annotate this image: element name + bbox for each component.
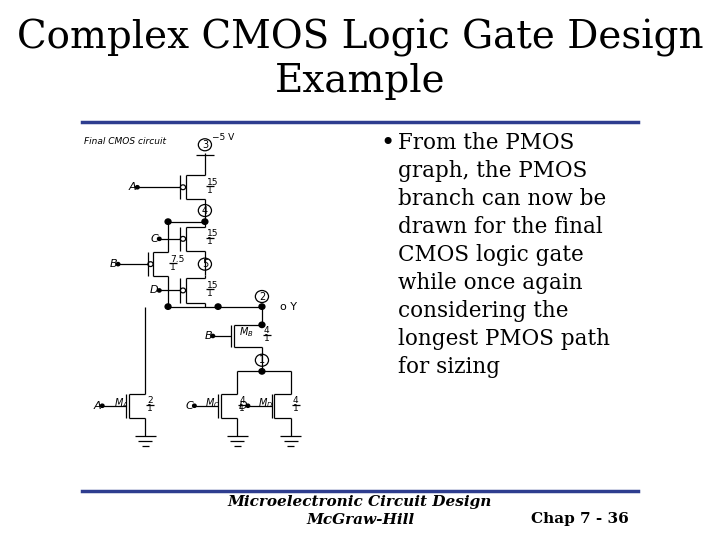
Circle shape: [259, 304, 265, 309]
Circle shape: [246, 404, 250, 407]
Text: Microelectronic Circuit Design
McGraw-Hill: Microelectronic Circuit Design McGraw-Hi…: [228, 495, 492, 526]
Text: 1: 1: [207, 238, 212, 246]
Circle shape: [202, 219, 208, 224]
Text: o Y: o Y: [280, 302, 297, 312]
Text: 5: 5: [202, 259, 208, 269]
Text: $M_A$: $M_A$: [114, 396, 128, 410]
Text: 1: 1: [170, 262, 176, 272]
Circle shape: [158, 289, 161, 292]
Text: 1: 1: [239, 404, 245, 413]
Text: C: C: [186, 401, 194, 411]
Text: 15: 15: [207, 281, 218, 290]
Circle shape: [135, 186, 139, 189]
Text: B: B: [204, 331, 212, 341]
Text: 4: 4: [239, 396, 245, 405]
Text: 1: 1: [259, 355, 265, 365]
Text: A: A: [94, 401, 102, 411]
Text: Final CMOS circuit: Final CMOS circuit: [84, 137, 166, 146]
Text: A: A: [129, 183, 137, 192]
Circle shape: [211, 334, 215, 338]
Circle shape: [259, 322, 265, 328]
Circle shape: [193, 404, 196, 407]
Text: Complex CMOS Logic Gate Design
Example: Complex CMOS Logic Gate Design Example: [17, 19, 703, 100]
Text: B: B: [109, 259, 117, 269]
Text: 15: 15: [207, 178, 218, 187]
Text: $M_D$: $M_D$: [258, 396, 274, 410]
Text: Chap 7 - 36: Chap 7 - 36: [531, 512, 629, 526]
Text: D: D: [238, 401, 247, 411]
Circle shape: [215, 304, 221, 309]
Text: C: C: [150, 234, 158, 244]
Text: 1: 1: [264, 334, 269, 343]
Text: 2: 2: [258, 292, 265, 301]
Text: 3: 3: [202, 140, 208, 150]
Circle shape: [165, 304, 171, 309]
Circle shape: [116, 262, 120, 266]
Text: 1: 1: [292, 404, 298, 413]
Circle shape: [101, 404, 104, 407]
Text: 1: 1: [207, 289, 212, 298]
Text: 1: 1: [147, 404, 153, 413]
Text: 1: 1: [207, 186, 212, 195]
Text: 15: 15: [207, 230, 218, 238]
Text: •: •: [381, 132, 395, 156]
Text: −5 V: −5 V: [212, 133, 234, 141]
Circle shape: [158, 237, 161, 240]
Text: D: D: [150, 286, 158, 295]
Circle shape: [165, 219, 171, 224]
Text: 4: 4: [292, 396, 298, 405]
Text: 2: 2: [147, 396, 153, 405]
Text: 7.5: 7.5: [170, 254, 184, 264]
Text: $M_C$: $M_C$: [205, 396, 220, 410]
Text: $M_B$: $M_B$: [239, 325, 253, 339]
Text: 4: 4: [202, 206, 208, 215]
Circle shape: [259, 369, 265, 374]
Text: From the PMOS
graph, the PMOS
branch can now be
drawn for the final
CMOS logic g: From the PMOS graph, the PMOS branch can…: [398, 132, 611, 378]
Text: 4: 4: [264, 326, 269, 335]
